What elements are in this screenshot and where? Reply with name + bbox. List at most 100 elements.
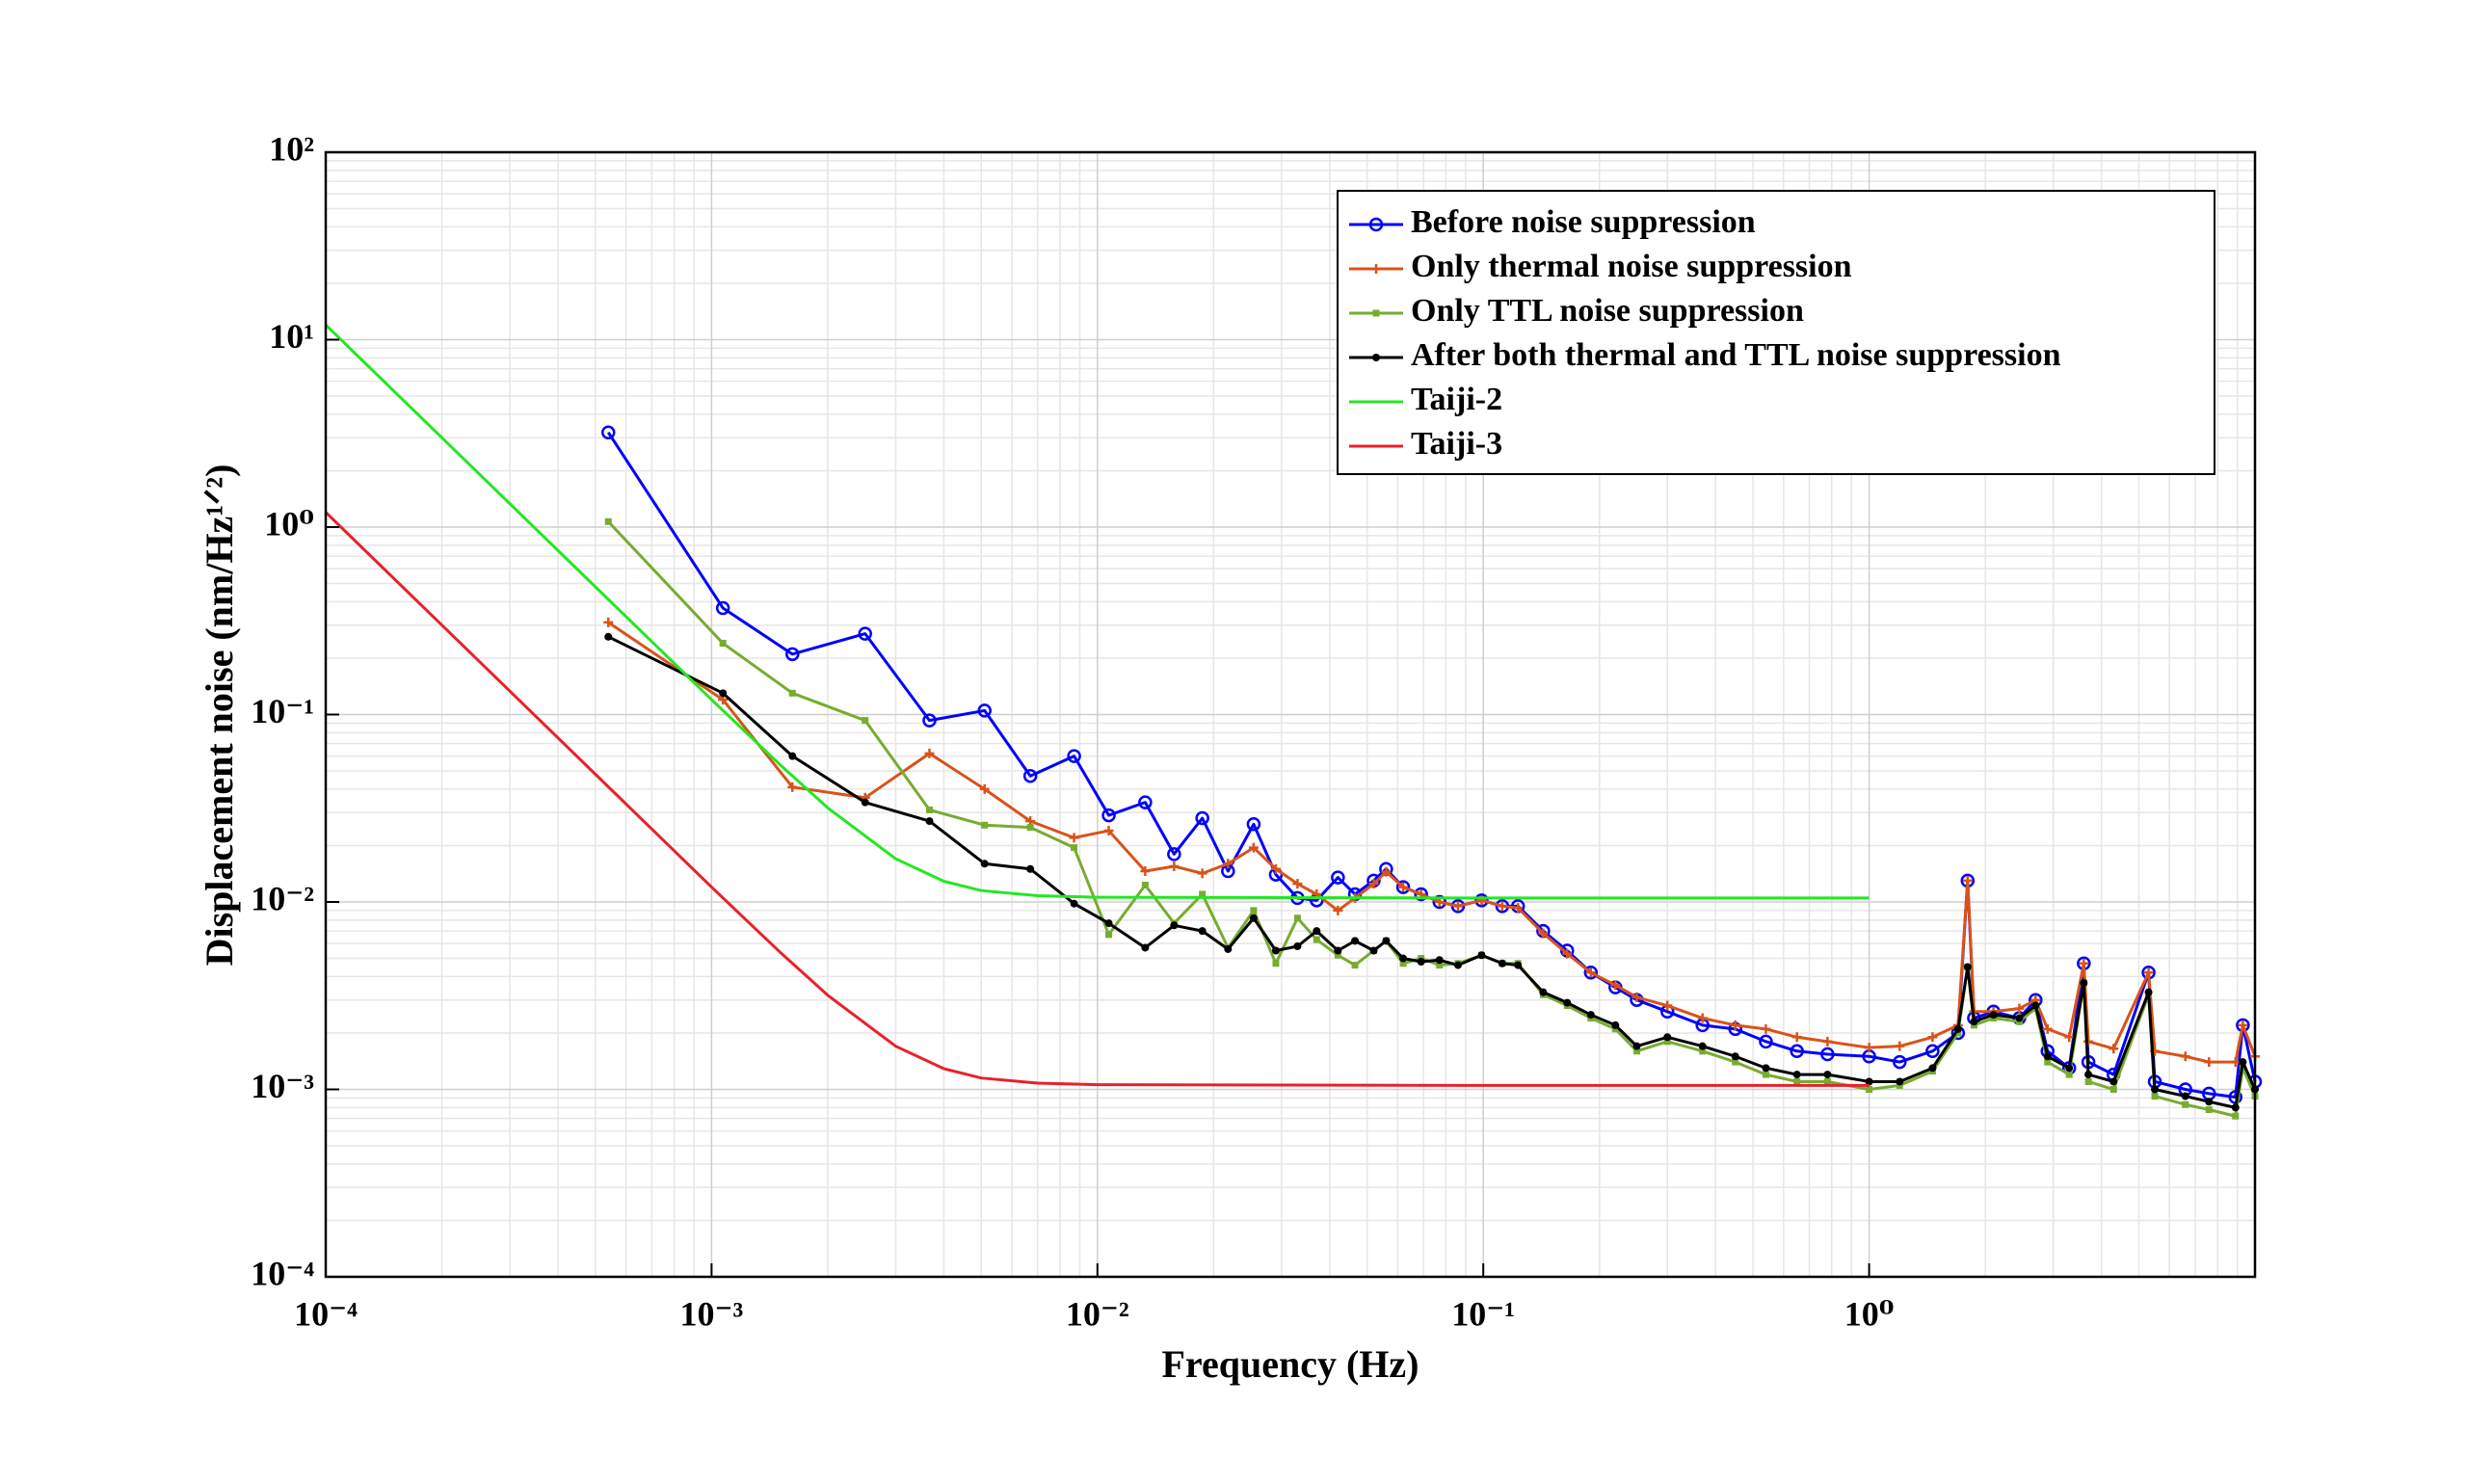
marker xyxy=(719,689,728,698)
marker xyxy=(1864,1043,1874,1053)
marker xyxy=(1293,914,1301,922)
y-tick-label: 10⁰ xyxy=(264,504,314,543)
marker xyxy=(1070,899,1078,908)
x-axis-title: Frequency (Hz) xyxy=(1162,1342,1419,1386)
marker xyxy=(862,717,869,725)
y-tick-label: 10² xyxy=(269,129,314,168)
marker xyxy=(1399,954,1408,963)
marker xyxy=(1583,966,1599,980)
marker xyxy=(2015,1014,2024,1022)
marker xyxy=(977,703,992,718)
marker xyxy=(1138,795,1153,809)
marker xyxy=(1662,1000,1673,1011)
legend: Before noise suppression Only thermal noi… xyxy=(1337,190,2215,475)
marker xyxy=(1026,824,1034,832)
marker xyxy=(2231,1103,2240,1112)
x-tick-label: 10⁰ xyxy=(1844,1294,1895,1333)
marker xyxy=(1759,1034,1773,1049)
marker xyxy=(1865,1077,1873,1086)
series-line xyxy=(607,635,2257,1109)
legend-label: Before noise suppression xyxy=(1411,204,1756,240)
marker xyxy=(1105,931,1113,939)
y-tick-label: 10⁻² xyxy=(251,879,314,917)
x-tick-label: 10⁻² xyxy=(1066,1294,1129,1333)
marker xyxy=(1970,1018,1978,1026)
marker xyxy=(1762,1064,1770,1073)
marker xyxy=(858,626,872,641)
marker xyxy=(2205,1105,2213,1113)
marker xyxy=(1140,866,1151,877)
marker xyxy=(1292,879,1303,889)
marker xyxy=(2084,1077,2092,1085)
marker xyxy=(2144,988,2153,996)
marker xyxy=(1141,943,1150,952)
marker xyxy=(1697,1013,1708,1023)
marker xyxy=(1293,942,1302,951)
marker xyxy=(1371,264,1381,274)
marker xyxy=(2042,1023,2053,1034)
series-line xyxy=(324,324,1870,900)
marker xyxy=(1730,1020,1740,1030)
marker xyxy=(1069,833,1079,843)
grid xyxy=(325,151,2255,1278)
marker xyxy=(2182,1100,2189,1108)
marker xyxy=(1962,875,1973,886)
marker xyxy=(1101,808,1116,823)
marker xyxy=(1954,1029,1962,1037)
marker xyxy=(1539,988,1548,996)
marker xyxy=(1369,946,1378,955)
marker xyxy=(2109,1086,2117,1093)
marker xyxy=(1963,963,1972,971)
marker xyxy=(1399,960,1407,967)
marker xyxy=(2064,1032,2075,1043)
marker xyxy=(787,782,798,792)
marker xyxy=(1382,937,1391,945)
marker xyxy=(2079,958,2089,968)
marker xyxy=(925,806,933,813)
marker xyxy=(2043,1052,2052,1061)
marker xyxy=(2181,1092,2189,1100)
marker xyxy=(2084,1071,2093,1079)
marker xyxy=(715,600,730,616)
marker xyxy=(2151,1093,2159,1100)
marker xyxy=(1395,880,1411,894)
marker xyxy=(1498,959,1506,967)
marker xyxy=(1453,961,1462,969)
marker xyxy=(1820,1047,1835,1062)
marker xyxy=(1514,961,1523,969)
marker xyxy=(1334,946,1342,955)
marker xyxy=(1368,879,1379,889)
marker xyxy=(1246,817,1261,832)
marker xyxy=(1953,1024,1962,1033)
marker xyxy=(1104,919,1113,928)
y-tick-label: 10¹ xyxy=(269,317,314,356)
marker xyxy=(1497,901,1507,912)
x-tick-label: 10⁻¹ xyxy=(1451,1294,1515,1333)
marker xyxy=(1435,956,1444,965)
marker xyxy=(1333,905,1343,915)
marker xyxy=(1334,951,1341,959)
marker xyxy=(981,821,989,829)
marker xyxy=(1224,944,1233,953)
marker xyxy=(980,860,989,868)
marker xyxy=(2239,1058,2247,1067)
marker xyxy=(1632,1042,1641,1050)
marker xyxy=(1313,927,1321,936)
marker xyxy=(2230,1057,2241,1068)
marker xyxy=(1026,864,1035,873)
marker xyxy=(1793,1077,1801,1085)
marker xyxy=(1792,1071,1801,1079)
marker xyxy=(1436,962,1444,969)
marker xyxy=(1610,980,1621,991)
marker xyxy=(1562,948,1573,959)
marker xyxy=(1663,1033,1672,1042)
marker xyxy=(1928,1064,1937,1073)
marker xyxy=(2205,1098,2214,1106)
marker xyxy=(785,647,800,662)
x-tick-label: 10⁻³ xyxy=(680,1294,744,1333)
legend-label: Taiji-3 xyxy=(1411,426,1502,462)
marker xyxy=(1513,903,1524,914)
marker xyxy=(2143,967,2154,978)
series-line xyxy=(324,511,1870,1087)
marker xyxy=(1477,951,1486,960)
